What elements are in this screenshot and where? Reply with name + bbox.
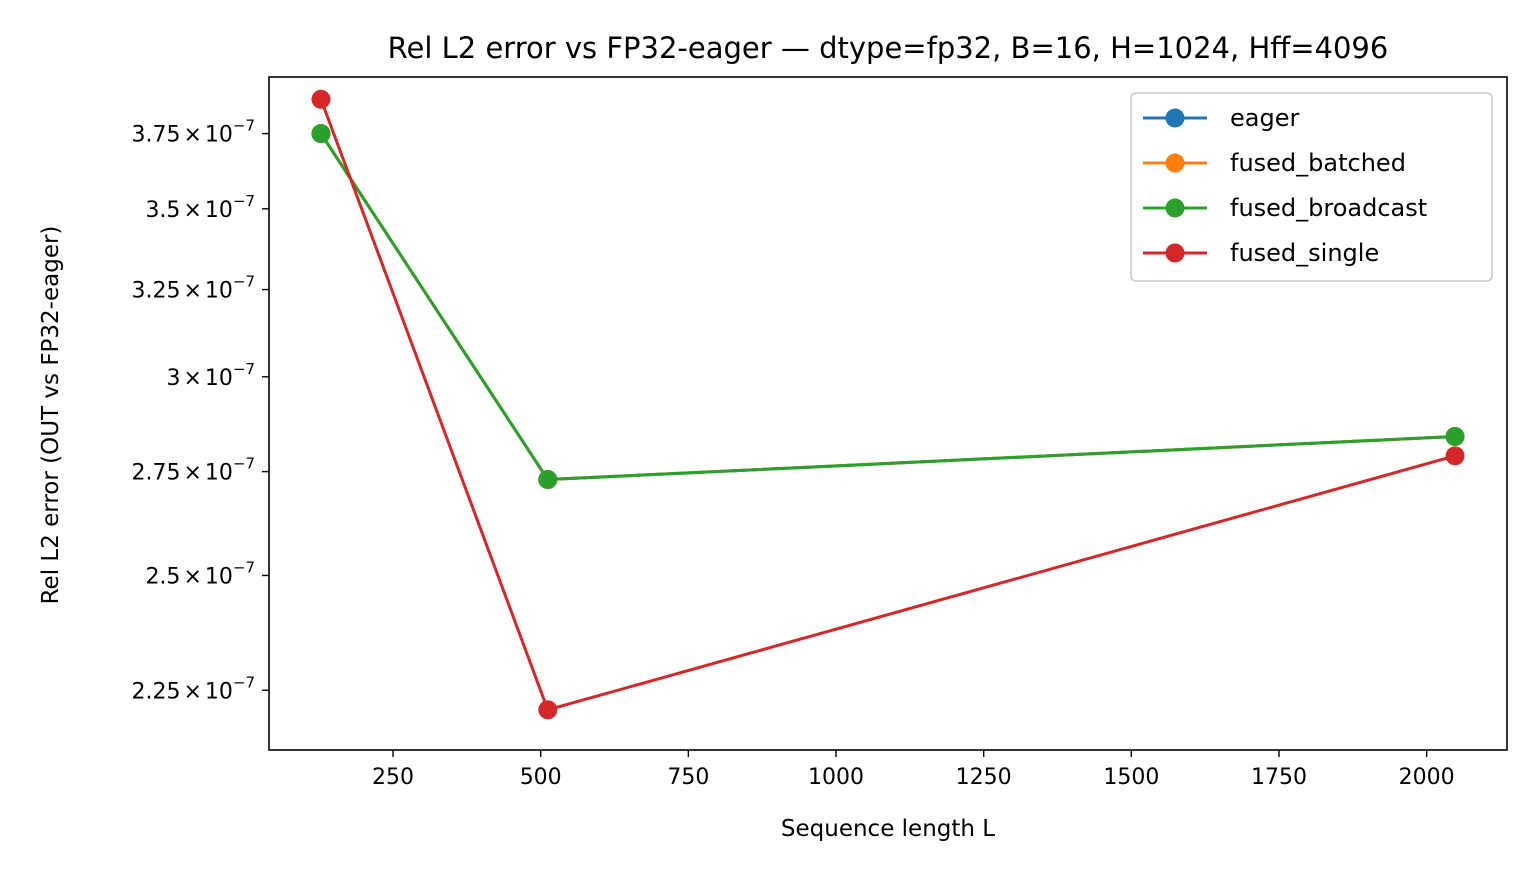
y-tick-times: × — [183, 461, 201, 486]
plot-marks — [311, 89, 1465, 720]
y-tick-exponent: −7 — [233, 673, 255, 691]
legend-swatch-marker-eager — [1165, 108, 1185, 128]
y-tick-base: 10 — [205, 123, 233, 148]
y-tick-mantissa: 3 — [166, 366, 180, 391]
y-tick-exponent: −7 — [233, 273, 255, 291]
y-tick-base: 10 — [205, 564, 233, 589]
data-point-fused-broadcast — [538, 470, 558, 490]
y-tick-exponent: −7 — [233, 558, 255, 576]
chart-title: Rel L2 error vs FP32-eager — dtype=fp32,… — [388, 31, 1389, 65]
y-tick-exponent: −7 — [233, 455, 255, 473]
y-tick-base: 10 — [205, 679, 233, 704]
y-tick-label: 2.25 × 10−7 — [131, 673, 255, 704]
y-tick-times: × — [183, 279, 201, 304]
y-tick-times: × — [183, 679, 201, 704]
y-tick-times: × — [183, 198, 201, 223]
data-point-fused-single — [1445, 446, 1465, 466]
y-tick-mantissa: 2.5 — [145, 564, 180, 589]
y-tick-times: × — [183, 123, 201, 148]
y-tick-label: 3.5 × 10−7 — [145, 192, 255, 223]
plot-frame — [268, 76, 1508, 751]
y-tick-mantissa: 3.25 — [131, 279, 180, 304]
x-tick-label: 1500 — [1103, 765, 1159, 790]
y-tick-exponent: −7 — [233, 360, 255, 378]
y-axis-ticks: 2.25 × 10−72.5 × 10−72.75 × 10−73 × 10−73.25 × 10−… — [131, 117, 269, 704]
legend-label-fused-single: fused_single — [1230, 239, 1379, 267]
legend-label-eager: eager — [1230, 104, 1299, 132]
y-tick-label: 2.5 × 10−7 — [145, 558, 255, 589]
legend-swatch-marker-fused-broadcast — [1165, 198, 1185, 218]
y-tick-label: 3.75 × 10−7 — [131, 117, 255, 148]
x-tick-label: 2000 — [1399, 765, 1455, 790]
x-tick-label: 750 — [667, 765, 709, 790]
x-axis-label: Sequence length L — [781, 816, 995, 842]
y-tick-exponent: −7 — [233, 117, 255, 135]
y-tick-label: 3 × 10−7 — [166, 360, 255, 391]
legend-swatch-marker-fused-single — [1165, 243, 1185, 263]
y-tick-base: 10 — [205, 198, 233, 223]
x-tick-label: 1000 — [808, 765, 864, 790]
x-tick-label: 500 — [520, 765, 562, 790]
x-axis-ticks: 250 500 750 1000 1250 1500 1750 2000 — [372, 750, 1455, 790]
y-tick-label: 2.75 × 10−7 — [131, 455, 255, 486]
y-axis-label: Rel L2 error (OUT vs FP32-eager) — [38, 226, 64, 605]
data-point-fused-single — [311, 89, 331, 109]
y-tick-base: 10 — [205, 366, 233, 391]
legend-label-fused-batched: fused_batched — [1230, 149, 1406, 177]
legend-swatch-marker-fused-batched — [1165, 153, 1185, 173]
data-point-fused-broadcast — [311, 124, 331, 144]
y-tick-mantissa: 3.5 — [145, 198, 180, 223]
y-tick-mantissa: 2.25 — [131, 679, 180, 704]
y-tick-mantissa: 3.75 — [131, 123, 180, 148]
x-tick-label: 250 — [372, 765, 414, 790]
y-tick-base: 10 — [205, 461, 233, 486]
data-point-fused-single — [538, 700, 558, 720]
x-tick-label: 1250 — [956, 765, 1012, 790]
y-tick-label: 3.25 × 10−7 — [131, 273, 255, 304]
y-tick-times: × — [183, 564, 201, 589]
data-point-fused-broadcast — [1445, 427, 1465, 447]
legend: eager fused_batched fused_broadcast fused_s… — [1130, 92, 1493, 282]
legend-box — [1130, 92, 1493, 282]
y-tick-exponent: −7 — [233, 192, 255, 210]
y-tick-mantissa: 2.75 — [131, 461, 180, 486]
y-tick-base: 10 — [205, 279, 233, 304]
legend-label-fused-broadcast: fused_broadcast — [1230, 194, 1427, 222]
x-tick-label: 1750 — [1251, 765, 1307, 790]
y-tick-times: × — [183, 366, 201, 391]
